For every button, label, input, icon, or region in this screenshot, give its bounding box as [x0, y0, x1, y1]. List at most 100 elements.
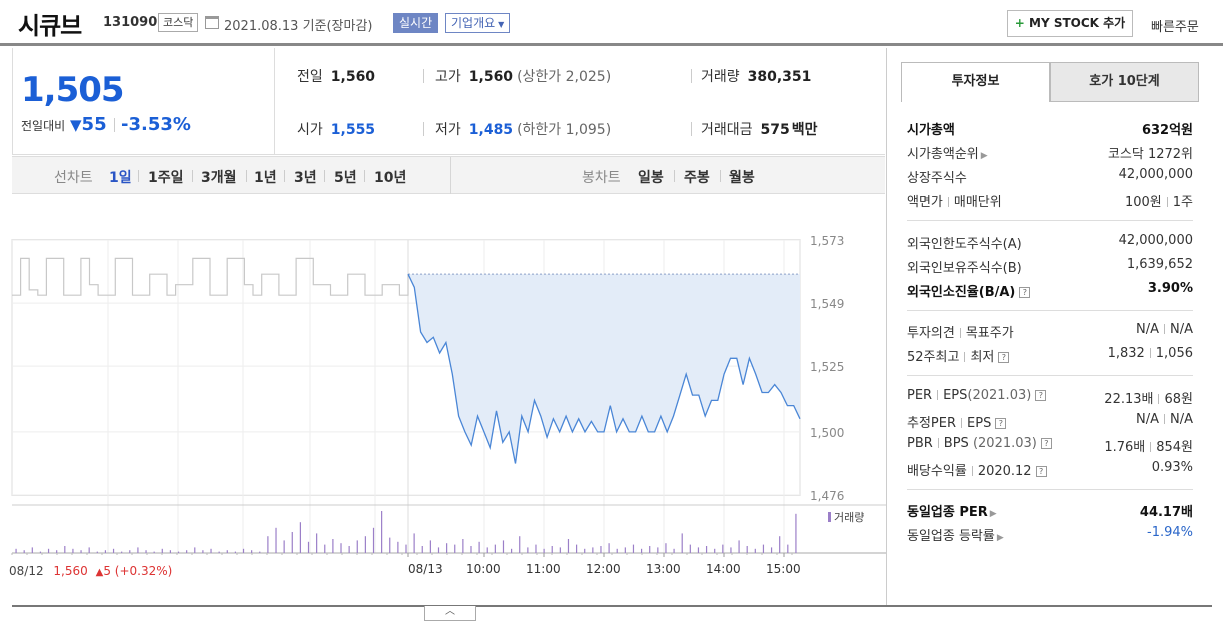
divider: [114, 118, 115, 132]
row-label: 액면가 매매단위: [907, 191, 1002, 210]
stat-unit: 백만: [791, 122, 818, 138]
row-value: 3.90%: [1147, 281, 1193, 296]
down-triangle-icon: ▼: [70, 116, 82, 134]
today-line: [407, 273, 801, 464]
divider: [423, 69, 424, 83]
current-price: 1,505: [21, 70, 125, 110]
row-est-per: 추정PER EPS? N/A N/A: [907, 410, 1193, 432]
row-listed-shares: 상장주식수 42,000,000: [907, 165, 1193, 187]
divider: [959, 328, 961, 338]
row-label: 시가총액: [907, 123, 955, 138]
base-date: 2021.08.13 기준(장마감): [224, 19, 373, 34]
period-1w[interactable]: 1주일: [148, 170, 184, 186]
row-label: PBR BPS (2021.03)?: [907, 436, 1052, 451]
upper-limit: (상한가 2,025): [517, 69, 612, 85]
chevron-up-icon: ︿: [445, 606, 455, 617]
period-10y[interactable]: 10년: [374, 170, 407, 186]
prev-day-change: 5 (+0.32%): [103, 564, 173, 578]
row-dividend: 배당수익률 2020.12? 0.93%: [907, 458, 1193, 480]
divider: [12, 605, 1212, 607]
up-triangle-icon: ▲: [95, 567, 104, 578]
row-foreign-holding: 외국인보유주식수(B) 1,639,652: [907, 255, 1193, 277]
lower-limit: (하한가 1,095): [517, 122, 612, 138]
row-52week: 52주최고 최저? 1,832 1,056: [907, 344, 1193, 366]
stat-label: 전일: [297, 69, 323, 85]
change-amount: 55: [81, 114, 107, 135]
divider: [937, 390, 939, 400]
tab-order-book-10[interactable]: 호가 10단계: [1050, 62, 1199, 102]
row-value: 42,000,000: [1118, 233, 1193, 248]
x-axis-ticks: 08/13 10:00 11:00 12:00 13:00 14:00 15:00: [11, 553, 801, 576]
y-tick-label: 1,500: [810, 426, 844, 440]
help-icon[interactable]: ?: [1019, 287, 1031, 298]
help-icon[interactable]: ?: [1035, 390, 1047, 401]
stat-value: 575: [760, 122, 790, 138]
row-value: 1,639,652: [1126, 257, 1193, 272]
period-3y[interactable]: 3년: [294, 170, 317, 186]
row-par-value: 액면가 매매단위 100원 1주: [907, 189, 1193, 211]
candle-daily[interactable]: 일봉: [638, 170, 664, 186]
help-icon[interactable]: ?: [1040, 438, 1052, 449]
x-tick-label: 13:00: [646, 562, 681, 576]
period-1y[interactable]: 1년: [254, 170, 277, 186]
divider: [907, 489, 1193, 490]
stat-label: 고가: [435, 69, 461, 85]
row-label: 상장주식수: [907, 171, 967, 186]
value-text: 1.76배: [1104, 440, 1146, 455]
x-tick-label: 08/13: [408, 562, 443, 576]
divider: [324, 170, 325, 182]
change-label: 전일대비: [21, 119, 66, 133]
candle-weekly[interactable]: 주봉: [684, 170, 710, 186]
prev-day-series: [12, 257, 409, 296]
value-text: 68원: [1164, 392, 1193, 407]
value-text: N/A: [1136, 322, 1159, 337]
quick-order-link[interactable]: 빠른주문: [1151, 20, 1199, 35]
divider: [1158, 394, 1160, 404]
intraday-chart[interactable]: 1,573 1,549 1,525 1,500 1,476 08/13 10:00 11:0…: [0, 195, 886, 605]
help-icon[interactable]: ?: [998, 352, 1010, 363]
row-value: 1,832 1,056: [1108, 346, 1193, 361]
period-3m[interactable]: 3개월: [201, 170, 237, 186]
row-label[interactable]: 시가총액순위 ▶: [907, 143, 988, 162]
line-chart-label: 선차트: [54, 170, 93, 186]
y-axis-ticks: 1,573 1,549 1,525 1,500 1,476: [810, 234, 844, 503]
caret-right-icon: ▶: [989, 509, 997, 519]
help-icon[interactable]: ?: [1035, 466, 1047, 477]
y-tick-label: 1,476: [810, 489, 844, 503]
period-1d[interactable]: 1일: [109, 170, 132, 186]
price-stats: 전일 1,560 고가 1,560 (상한가 2,025) 거래량 380,351 시가…: [274, 48, 885, 155]
row-market-cap: 시가총액 632억원: [907, 117, 1193, 139]
collapse-chart-button[interactable]: ︿: [424, 606, 476, 621]
company-overview-dropdown[interactable]: 기업개요 ▼: [445, 13, 511, 33]
stock-name: 시큐브: [18, 12, 82, 40]
row-value: 42,000,000: [1118, 167, 1193, 182]
current-price-panel: 1,505 전일대비 ▼55 -3.53%: [12, 48, 274, 155]
realtime-button[interactable]: 실시간: [393, 13, 439, 33]
change-value: ▼55: [70, 114, 107, 135]
divider: [1164, 414, 1165, 424]
row-value: 1.76배 854원: [1104, 436, 1193, 455]
add-mystock-button[interactable]: + MY STOCK 추가: [1007, 10, 1133, 37]
row-value: 22.13배 68원: [1104, 388, 1193, 407]
stat-value: 1,555: [330, 122, 376, 138]
label-text: 동일업종 등락률: [907, 529, 995, 544]
candle-monthly[interactable]: 월봉: [729, 170, 755, 186]
prev-day-date: 08/12: [9, 564, 44, 578]
stat-value: 380,351: [747, 69, 812, 85]
row-label[interactable]: 동일업종 PER ▶: [907, 501, 997, 520]
divider: [1150, 442, 1152, 452]
divider: [961, 418, 963, 428]
help-icon[interactable]: ?: [995, 418, 1007, 429]
row-label[interactable]: 동일업종 등락률 ▶: [907, 525, 1004, 544]
value-text: N/A: [1136, 412, 1159, 427]
info-tabs: 투자정보 호가 10단계: [901, 62, 1199, 102]
tab-investment-info[interactable]: 투자정보: [901, 62, 1050, 102]
label-text: 외국인소진율(B/A): [907, 285, 1016, 300]
divider: [901, 101, 1199, 102]
divider: [1164, 324, 1165, 334]
row-value: 100원 1주: [1125, 191, 1193, 210]
y-tick-label: 1,549: [810, 297, 844, 311]
value-text: 100원: [1124, 195, 1162, 210]
period-5y[interactable]: 5년: [334, 170, 357, 186]
divider: [138, 170, 139, 182]
